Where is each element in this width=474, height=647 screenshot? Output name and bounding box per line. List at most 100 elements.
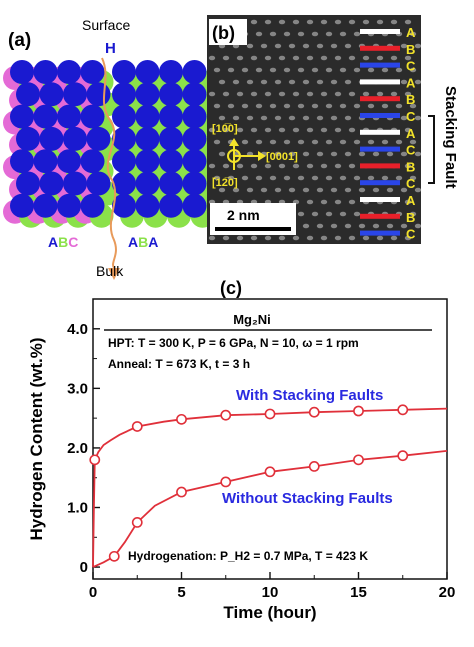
lattice-dot — [232, 79, 240, 85]
stacking-fault-bracket — [428, 115, 435, 184]
lattice-dot — [330, 187, 338, 193]
y-tick-label: 3.0 — [67, 380, 88, 397]
lattice-dot — [250, 235, 258, 241]
lattice-dot — [344, 79, 352, 85]
lattice-dot — [381, 175, 389, 181]
lattice-dot — [414, 43, 422, 49]
lattice-dot — [330, 151, 338, 157]
lattice-dot — [325, 139, 333, 145]
atom-a — [135, 193, 160, 218]
lattice-dot — [353, 67, 361, 73]
atom-lattice — [3, 60, 215, 228]
lattice-dot — [283, 139, 291, 145]
y-tick-label: 4.0 — [67, 321, 88, 338]
lattice-dot — [306, 91, 314, 97]
lattice-dot — [325, 103, 333, 109]
lattice-dot — [208, 163, 216, 169]
x-tick-label: 15 — [350, 584, 367, 601]
stacking-layer-bar — [360, 113, 400, 118]
lattice-dot — [344, 223, 352, 229]
lattice-dot — [381, 67, 389, 73]
direction-up-label: [10̅0] — [212, 123, 238, 135]
lattice-dot — [390, 91, 398, 97]
atom-a — [112, 126, 136, 151]
stacking-layer-letter: C — [406, 109, 416, 124]
lattice-dot — [358, 223, 366, 229]
lattice-dot — [400, 187, 408, 193]
lattice-dot — [404, 235, 412, 241]
lattice-dot — [386, 151, 394, 157]
h-arrow-head-icon — [108, 268, 120, 280]
lattice-dot — [386, 223, 394, 229]
lattice-dot — [269, 175, 277, 181]
y-axis-label: Hydrogen Content (wt.%) — [27, 337, 46, 540]
lattice-dot — [283, 103, 291, 109]
lattice-dot — [264, 19, 272, 25]
lattice-dot — [278, 19, 286, 25]
lattice-dot — [353, 103, 361, 109]
lattice-dot — [320, 199, 328, 205]
stacking-layer-letter: C — [406, 59, 416, 74]
lattice-dot — [325, 67, 333, 73]
lattice-dot — [218, 187, 226, 193]
lattice-dot — [339, 31, 347, 37]
lattice-dot — [213, 67, 221, 73]
lattice-dot — [246, 79, 254, 85]
lattice-dot — [264, 127, 272, 133]
h-diffusion-arrow — [101, 57, 117, 269]
lattice-dot — [222, 91, 230, 97]
stack-letter-b: B — [58, 234, 68, 250]
lattice-dot — [316, 79, 324, 85]
lattice-dot — [353, 175, 361, 181]
lattice-dot — [269, 67, 277, 73]
lattice-dot — [208, 55, 216, 61]
lattice-dot — [400, 79, 408, 85]
lattice-dot — [292, 163, 300, 169]
lattice-dot — [250, 55, 258, 61]
stacking-layer-letter: B — [406, 210, 415, 225]
crystal-direction-axes: [10̅0] [0001] [̅12̅0] — [212, 123, 298, 189]
left-stack-label: ABC — [48, 234, 78, 250]
stacking-layer-bar — [360, 163, 400, 169]
lattice-dot — [302, 115, 310, 121]
lattice-dot — [409, 175, 417, 181]
lattice-dot — [255, 175, 263, 181]
atom-a — [112, 149, 136, 174]
right-stack-label: ABA — [128, 234, 158, 250]
lattice-dot — [236, 235, 244, 241]
lattice-dot — [278, 91, 286, 97]
lattice-dot — [306, 199, 314, 205]
atom-a — [10, 193, 34, 218]
lattice-dot — [241, 67, 249, 73]
lattice-dot — [316, 151, 324, 157]
lattice-dot — [409, 139, 417, 145]
x-tick-label: 10 — [262, 584, 279, 601]
atom-a — [63, 126, 87, 151]
lattice-dot — [264, 55, 272, 61]
lattice-dot — [362, 55, 370, 61]
lattice-dot — [414, 187, 422, 193]
bulk-label: Bulk — [96, 263, 124, 279]
lattice-dot — [288, 79, 296, 85]
lattice-dot — [334, 19, 342, 25]
lattice-dot — [302, 79, 310, 85]
lattice-dot — [255, 31, 263, 37]
lattice-dot — [269, 103, 277, 109]
atom-a — [10, 104, 34, 129]
atom-a — [57, 193, 81, 218]
lattice-dot — [395, 139, 403, 145]
lattice-dot — [222, 163, 230, 169]
lattice-dot — [330, 223, 338, 229]
data-point-marker — [220, 476, 232, 488]
atom-a — [159, 193, 183, 218]
stacking-layer-letter: B — [406, 92, 415, 107]
stacking-layer-letter: A — [406, 25, 416, 40]
lattice-dot — [367, 103, 375, 109]
lattice-dot — [334, 235, 342, 241]
lattice-dot — [400, 151, 408, 157]
lattice-dot — [400, 115, 408, 121]
atom-a — [80, 60, 105, 84]
stacking-layer-bar — [360, 45, 400, 51]
lattice-dot — [348, 91, 356, 97]
atom-a — [16, 171, 40, 196]
